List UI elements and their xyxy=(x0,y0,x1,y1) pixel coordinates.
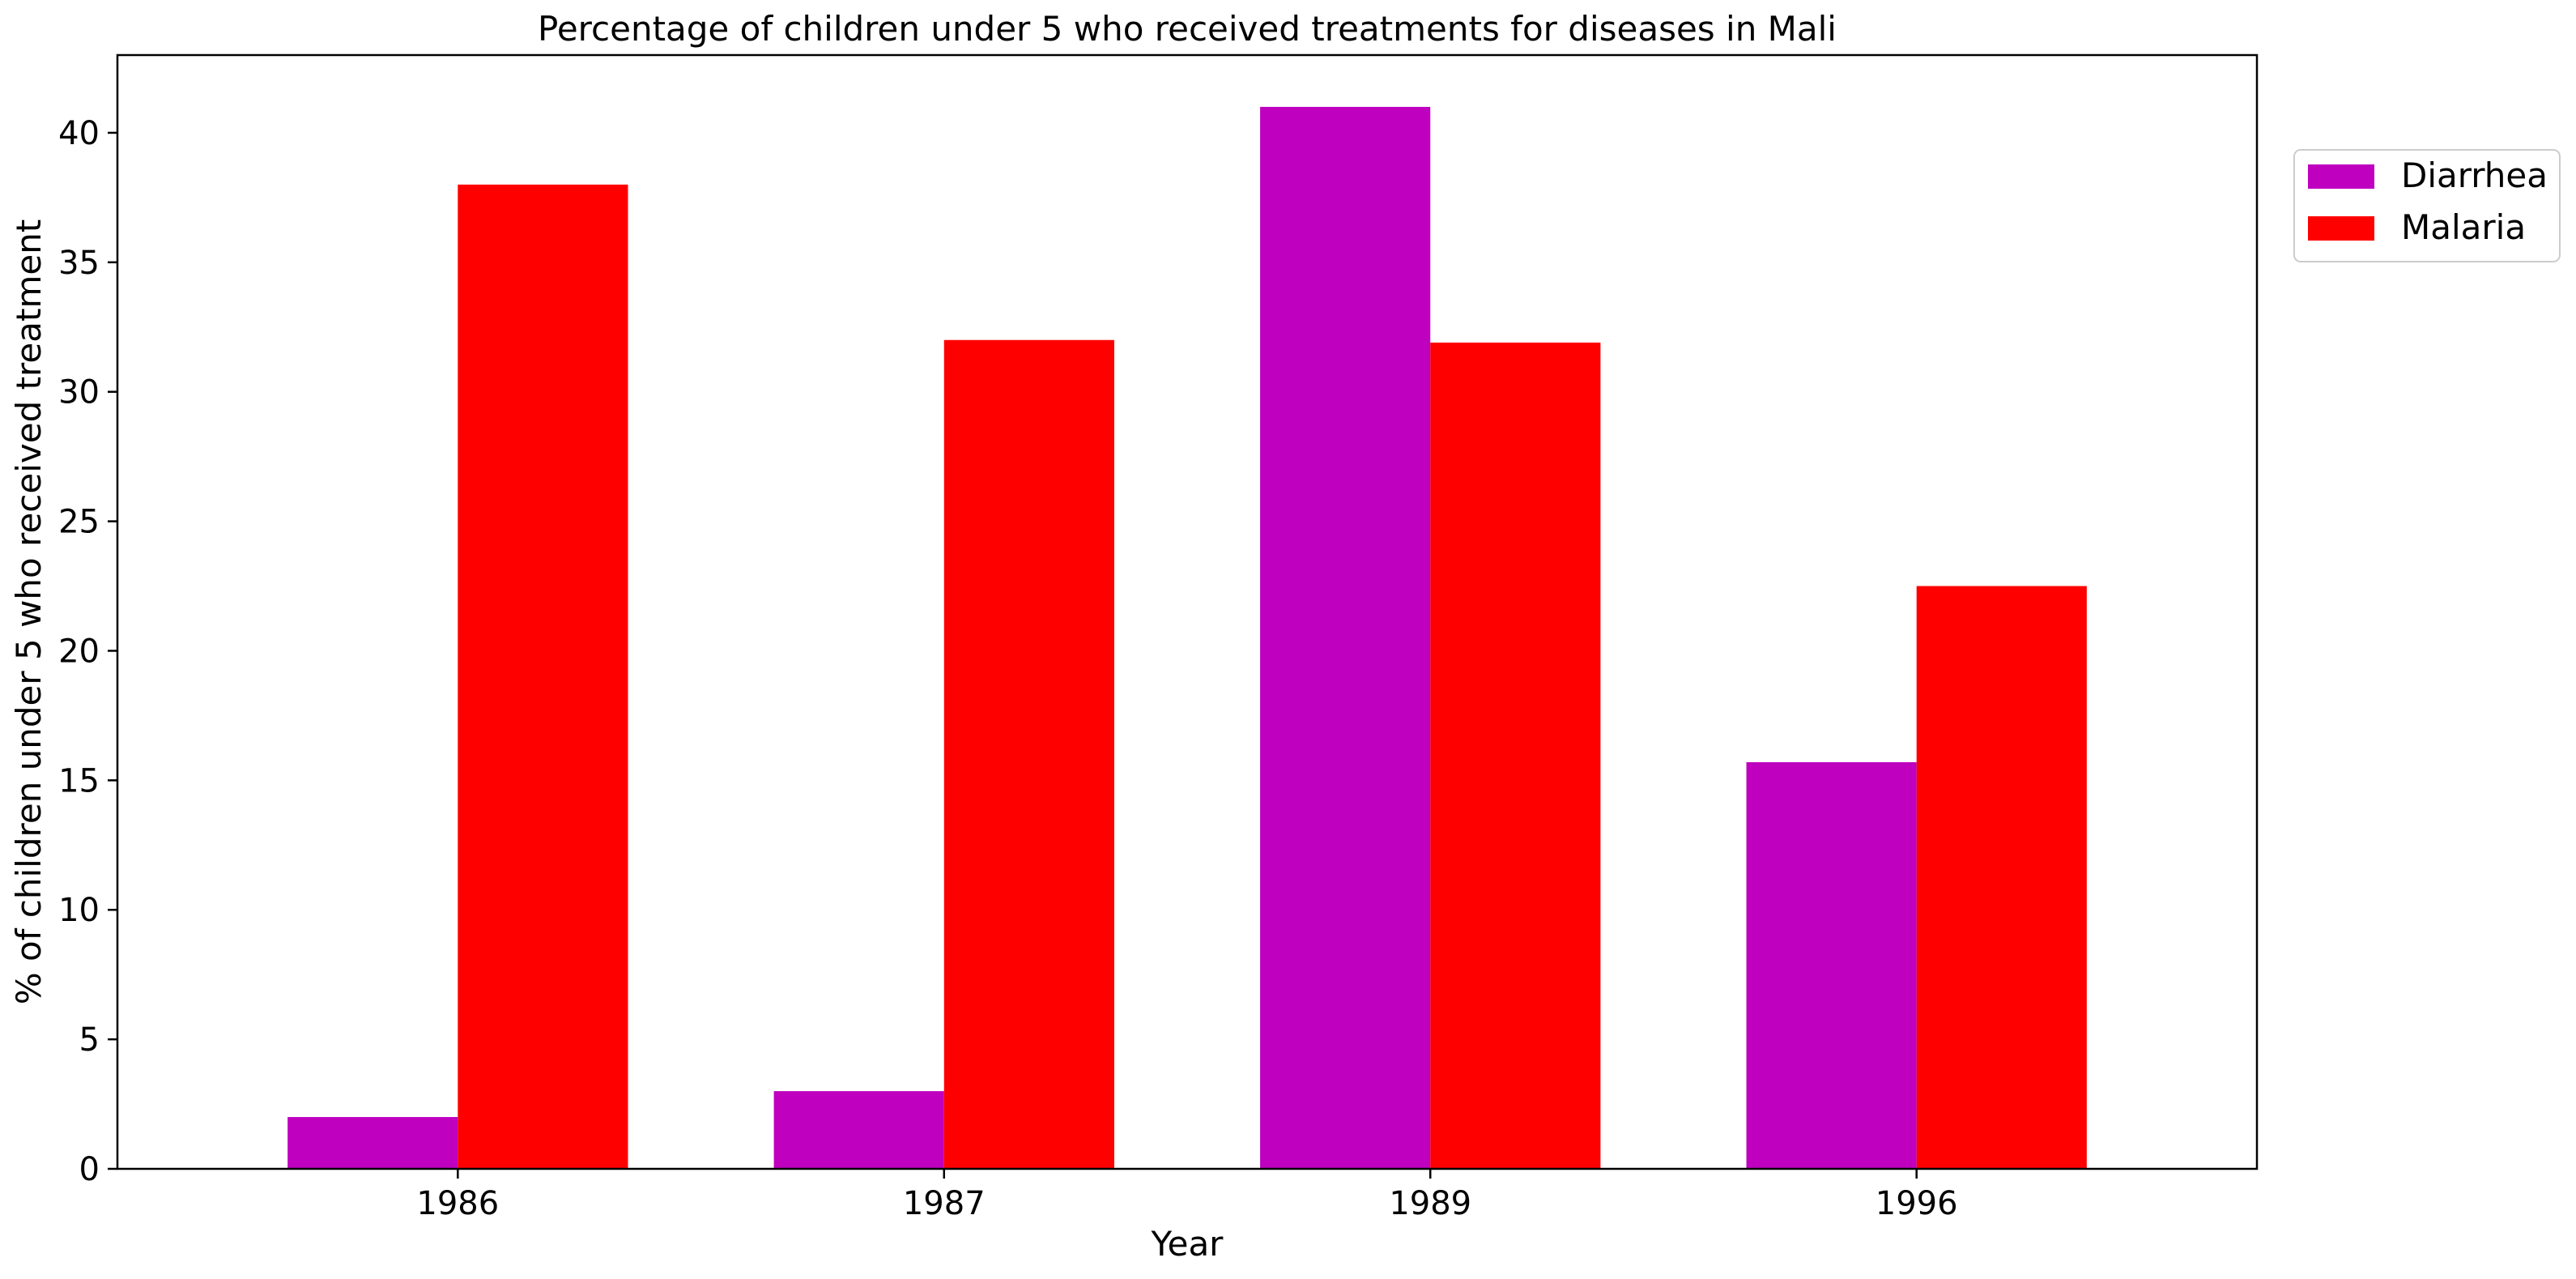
bar-malaria-1986 xyxy=(458,184,628,1169)
legend-swatch-diarrhea xyxy=(2308,164,2374,189)
legend-label-diarrhea: Diarrhea xyxy=(2401,156,2548,195)
x-tick-label: 1987 xyxy=(903,1185,986,1222)
y-tick-label: 25 xyxy=(58,504,100,541)
y-tick-label: 15 xyxy=(58,762,100,799)
chart-title: Percentage of children under 5 who recei… xyxy=(538,9,1837,49)
bar-diarrhea-1989 xyxy=(1260,106,1431,1169)
y-tick-label: 35 xyxy=(58,245,100,282)
bar-malaria-1996 xyxy=(1916,586,2087,1169)
y-tick-label: 0 xyxy=(79,1151,100,1188)
x-tick-label: 1996 xyxy=(1876,1185,1958,1222)
y-tick-label: 40 xyxy=(58,115,100,152)
y-tick-label: 30 xyxy=(58,374,100,411)
plot-frame xyxy=(116,53,2259,1170)
legend-swatch-malaria xyxy=(2308,216,2374,241)
y-tick-label: 5 xyxy=(79,1021,100,1059)
bar-diarrhea-1986 xyxy=(287,1117,458,1169)
x-axis-label: Year xyxy=(1151,1224,1224,1264)
y-tick-label: 10 xyxy=(58,892,100,929)
bar-diarrhea-1987 xyxy=(773,1091,944,1169)
legend: Diarrhea Malaria xyxy=(2293,149,2561,262)
bar-malaria-1989 xyxy=(1430,342,1601,1169)
y-tick-label: 20 xyxy=(58,633,100,670)
x-tick-label: 1986 xyxy=(416,1185,499,1222)
x-axis: 1986 1987 1989 1996 xyxy=(416,1169,1958,1222)
bar-malaria-1987 xyxy=(943,339,1114,1170)
x-tick-label: 1989 xyxy=(1389,1185,1471,1222)
bar-diarrhea-1996 xyxy=(1746,761,1917,1169)
plot-area xyxy=(287,106,2087,1170)
legend-label-malaria: Malaria xyxy=(2401,207,2526,247)
y-axis-label: % of children under 5 who received treat… xyxy=(9,220,49,1005)
y-axis: 0 5 10 15 20 25 30 35 40 xyxy=(58,115,117,1188)
